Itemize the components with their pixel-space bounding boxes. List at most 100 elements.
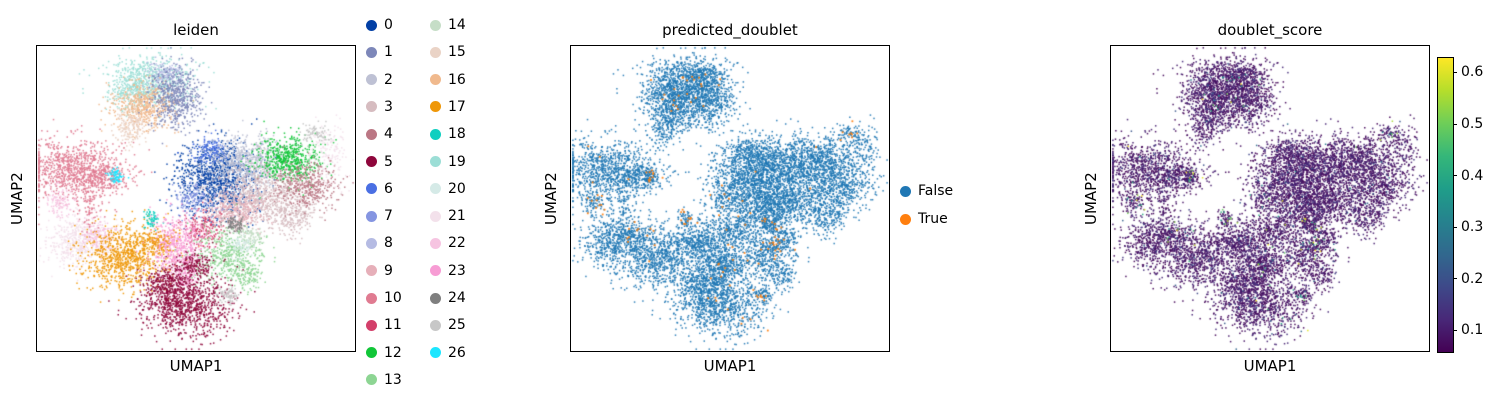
legend-swatch-icon (366, 265, 377, 277)
legend-label: 7 (384, 208, 393, 225)
colorbar-tick-label: 0.3 (1461, 219, 1484, 236)
legend-label: 4 (384, 126, 393, 143)
legend-swatch-icon (430, 347, 441, 359)
panel-title-doublet-score: doublet_score (1217, 21, 1323, 39)
legend-item-cluster-11: 11 (366, 316, 402, 334)
axes-predicted-doublet (570, 45, 890, 352)
legend-leiden-clusters: 0 1 2 3 4 5 6 7 8 9 10 11 12 13 14 15 16 17 18 19 20 21 22 23 24… (366, 16, 496, 398)
legend-swatch-icon (430, 292, 441, 304)
legend-item-cluster-6: 6 (366, 180, 393, 198)
legend-swatch-icon (900, 213, 911, 225)
legend-label: 13 (384, 371, 402, 388)
legend-swatch-icon (430, 101, 441, 113)
legend-swatch-icon (430, 237, 441, 249)
legend-swatch-icon (430, 265, 441, 277)
axes-doublet-score (1110, 45, 1430, 352)
legend-label: 3 (384, 98, 393, 115)
legend-label: 8 (384, 235, 393, 252)
legend-label: 16 (448, 71, 466, 88)
colorbar-tick-label: 0.2 (1461, 270, 1484, 287)
legend-label: 14 (448, 17, 466, 33)
legend-item-cluster-5: 5 (366, 153, 393, 171)
legend-label: 22 (448, 235, 466, 252)
legend-label: False (918, 183, 954, 199)
legend-swatch-icon (366, 183, 377, 195)
legend-label: 26 (448, 344, 466, 361)
colorbar-tick-label: 0.5 (1461, 116, 1484, 133)
legend-label: 25 (448, 317, 466, 334)
colorbar-tick (1453, 71, 1457, 73)
legend-label: 2 (384, 71, 393, 88)
scatter-plot-doublet-score (1111, 46, 1429, 351)
legend-predicted-doublet: False True (900, 182, 980, 242)
legend-item-true: True (900, 210, 948, 228)
legend-item-cluster-2: 2 (366, 71, 393, 89)
legend-item-cluster-0: 0 (366, 16, 393, 34)
colorbar-tick (1453, 175, 1457, 177)
legend-item-cluster-8: 8 (366, 234, 393, 252)
ylabel-doublet-score: UMAP2 (1082, 172, 1100, 225)
legend-item-cluster-9: 9 (366, 262, 393, 280)
legend-swatch-icon (430, 319, 441, 331)
legend-item-cluster-18: 18 (430, 125, 466, 143)
colorbar-viridis (1437, 57, 1454, 353)
colorbar-tick (1453, 278, 1457, 280)
legend-swatch-icon (366, 319, 377, 331)
legend-swatch-icon (430, 183, 441, 195)
legend-label: 19 (448, 153, 466, 170)
legend-swatch-icon (366, 347, 377, 359)
colorbar-tick-label: 0.4 (1461, 167, 1484, 184)
legend-item-cluster-24: 24 (430, 289, 466, 307)
legend-item-cluster-19: 19 (430, 153, 466, 171)
legend-label: 0 (384, 17, 393, 33)
legend-item-cluster-23: 23 (430, 262, 466, 280)
legend-swatch-icon (430, 46, 441, 58)
legend-label: True (918, 211, 948, 227)
legend-label: 23 (448, 262, 466, 279)
legend-item-cluster-14: 14 (430, 16, 466, 34)
legend-item-cluster-25: 25 (430, 316, 466, 334)
legend-item-false: False (900, 182, 953, 200)
legend-label: 5 (384, 153, 393, 170)
legend-item-cluster-17: 17 (430, 98, 466, 116)
legend-label: 9 (384, 262, 393, 279)
legend-swatch-icon (430, 156, 441, 167)
legend-swatch-icon (430, 128, 441, 140)
legend-swatch-icon (430, 210, 441, 222)
legend-label: 12 (384, 344, 402, 361)
legend-item-cluster-13: 13 (366, 371, 402, 389)
legend-swatch-icon (430, 19, 441, 31)
legend-item-cluster-26: 26 (430, 344, 466, 362)
legend-label: 21 (448, 208, 466, 225)
legend-item-cluster-4: 4 (366, 125, 393, 143)
legend-swatch-icon (900, 185, 911, 197)
ylabel-leiden: UMAP2 (8, 172, 26, 225)
colorbar-tick (1453, 226, 1457, 228)
legend-label: 15 (448, 44, 466, 61)
legend-item-cluster-20: 20 (430, 180, 466, 198)
ylabel-predicted-doublet: UMAP2 (542, 172, 560, 225)
legend-swatch-icon (366, 46, 377, 58)
legend-swatch-icon (366, 74, 377, 86)
legend-label: 20 (448, 180, 466, 197)
legend-item-cluster-22: 22 (430, 234, 466, 252)
legend-swatch-icon (366, 210, 377, 222)
legend-item-cluster-3: 3 (366, 98, 393, 116)
legend-item-cluster-16: 16 (430, 71, 466, 89)
panel-title-predicted-doublet: predicted_doublet (662, 21, 798, 39)
legend-label: 18 (448, 126, 466, 143)
legend-swatch-icon (366, 156, 377, 167)
legend-swatch-icon (366, 374, 377, 386)
legend-label: 24 (448, 290, 466, 306)
legend-swatch-icon (430, 74, 441, 86)
colorbar-tick-label: 0.6 (1461, 64, 1484, 81)
colorbar-tick (1453, 123, 1457, 125)
legend-label: 10 (384, 290, 402, 306)
xlabel-predicted-doublet: UMAP1 (703, 357, 757, 375)
legend-label: 1 (384, 44, 393, 61)
legend-item-cluster-12: 12 (366, 344, 402, 362)
colorbar-tick (1453, 329, 1457, 331)
axes-leiden (36, 45, 356, 352)
legend-label: 11 (384, 317, 402, 334)
